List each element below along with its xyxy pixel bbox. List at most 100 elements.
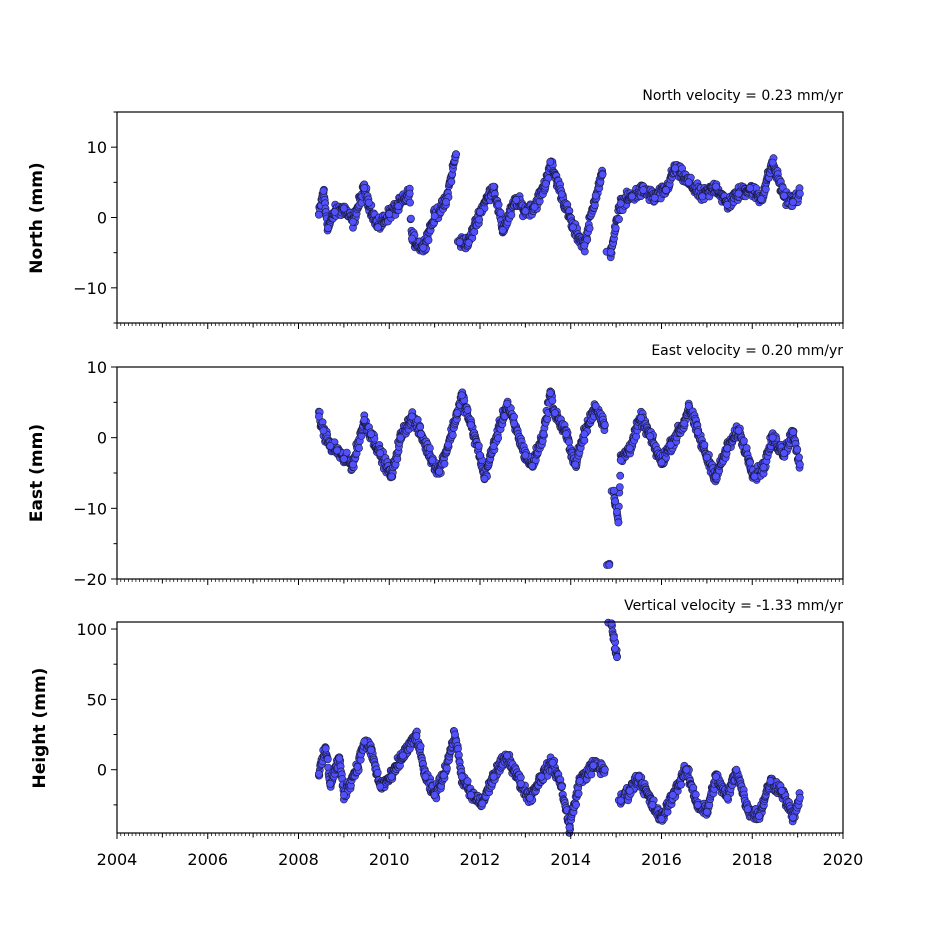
east-data-point: [746, 458, 754, 467]
east-data-point: [319, 426, 328, 435]
north-y-axis-label: North (mm): [27, 162, 47, 273]
north-data-point: [639, 186, 648, 194]
north-data-point: [349, 217, 357, 226]
north-data-point: [712, 182, 720, 191]
height-data-point: [430, 791, 439, 799]
east-data-point: [793, 445, 802, 454]
north-data-point: [470, 227, 479, 236]
east-data-point: [611, 497, 620, 506]
east-data-point: [528, 461, 537, 470]
north-data-point: [569, 223, 577, 232]
height-data-point: [589, 761, 598, 770]
height-x-tick-label: 2018: [732, 850, 773, 869]
height-data-point: [466, 791, 475, 799]
east-data-point: [750, 472, 759, 481]
height-y-tick-label: 50: [87, 690, 107, 709]
north-data-point: [628, 192, 636, 201]
height-y-tick-label: 100: [76, 620, 107, 639]
east-data-point: [314, 412, 323, 421]
height-data-point: [478, 799, 487, 808]
east-data-point: [613, 507, 621, 516]
east-data-point: [376, 449, 385, 458]
north-data-point: [546, 157, 555, 166]
east-data-point: [510, 419, 518, 428]
east-data-point: [428, 456, 437, 465]
east-data-point: [768, 433, 777, 442]
north-data-point: [330, 207, 339, 216]
height-data-point: [416, 742, 425, 751]
east-data-point: [684, 401, 693, 410]
north-data-point: [757, 195, 766, 204]
north-data-point: [611, 224, 620, 233]
height-x-tick-label: 2006: [187, 850, 228, 869]
height-data-point: [755, 812, 763, 820]
north-data-point: [385, 210, 394, 218]
north-y-tick-label: 0: [97, 209, 107, 228]
east-data-point: [789, 428, 797, 436]
height-data-point: [703, 808, 711, 816]
east-data-point: [657, 458, 666, 467]
height-data-point: [682, 765, 691, 774]
east-data-point: [457, 391, 466, 400]
height-data-point: [314, 770, 323, 778]
east-data-point: [425, 444, 434, 452]
north-data-point: [455, 238, 464, 246]
east-data-point: [463, 405, 472, 414]
height-data-point: [335, 754, 344, 763]
east-data-point: [466, 420, 475, 429]
height-data-point: [693, 801, 702, 809]
east-data-point: [521, 451, 530, 460]
north-y-tick-label: 10: [87, 138, 107, 157]
east-data-point: [407, 412, 416, 421]
height-data-point: [600, 765, 609, 774]
east-data-point: [503, 399, 512, 408]
height-data-point: [668, 791, 677, 799]
north-data-point: [780, 191, 788, 200]
north-data-point: [424, 236, 433, 245]
north-panel-title: North velocity = 0.23 mm/yr: [642, 88, 843, 104]
height-data-point: [367, 746, 375, 754]
north-data-point: [494, 200, 503, 209]
east-data-point: [489, 442, 498, 450]
east-data-point: [367, 430, 375, 438]
north-y-tick-label: −10: [73, 279, 107, 298]
height-data-point: [451, 730, 459, 739]
north-data-point: [789, 198, 797, 206]
north-data-point: [324, 224, 332, 232]
east-data-point: [625, 444, 634, 453]
height-panel-title: Vertical velocity = -1.33 mm/yr: [624, 598, 843, 614]
height-data-point: [565, 823, 574, 832]
height-data-point: [574, 789, 583, 798]
east-data-point: [396, 433, 405, 442]
height-data-point: [360, 737, 369, 746]
east-data-point: [780, 449, 788, 458]
height-data-point: [439, 771, 448, 780]
north-data-point: [394, 202, 403, 211]
height-data-point: [321, 744, 330, 753]
height-data-point: [587, 770, 596, 779]
east-data-point: [416, 422, 425, 431]
height-data-point: [503, 751, 512, 760]
height-data-point: [489, 772, 498, 781]
east-data-point: [610, 486, 618, 495]
north-data-point: [585, 224, 594, 233]
east-data-point: [339, 454, 348, 463]
north-data-point: [489, 182, 498, 191]
north-data-point: [512, 195, 521, 204]
east-data-point: [680, 419, 689, 428]
north-data-point: [476, 207, 484, 216]
east-data-point: [646, 432, 655, 441]
north-data-point: [662, 186, 670, 194]
east-data-point: [700, 440, 709, 449]
height-data-point: [387, 772, 396, 781]
north-panel: North velocity = 0.23 mm/yr North (mm) −…: [27, 88, 844, 329]
north-data-point: [498, 226, 507, 235]
height-data-point: [607, 619, 616, 628]
north-data-point: [496, 208, 505, 217]
height-data-point: [613, 653, 621, 662]
north-data-point: [521, 207, 530, 216]
height-data-point: [648, 801, 657, 809]
north-data-point: [616, 199, 625, 208]
height-data-point: [537, 772, 546, 781]
east-data-point: [734, 426, 743, 435]
